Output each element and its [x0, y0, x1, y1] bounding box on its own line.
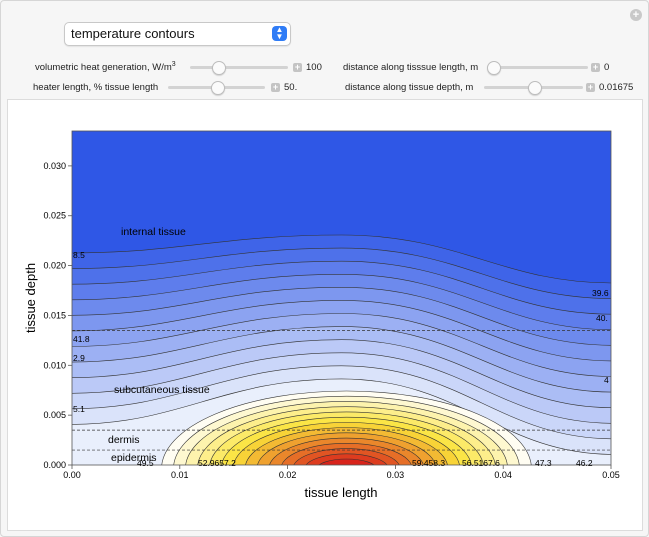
y-tick-label: 0.030 [43, 161, 66, 171]
contour-label: 8.5 [73, 250, 85, 260]
heat-generation-expand-button[interactable]: + [293, 62, 302, 72]
heater-length-expand-button[interactable]: + [271, 82, 280, 92]
dropdown-selected-label: temperature contours [71, 26, 195, 41]
heater-length-label: heater length, % tissue length [33, 82, 159, 93]
distance-depth-slider[interactable] [484, 81, 583, 95]
y-tick-label: 0.000 [43, 460, 66, 470]
x-tick-label: 0.02 [279, 470, 297, 480]
contour-label: 56.5167.6 [462, 458, 500, 468]
contour-label: 46.2 [576, 458, 593, 468]
contour-label: 40. [596, 313, 608, 323]
layer-label-internal: internal tissue [121, 226, 186, 238]
x-tick-label: 0.05 [602, 470, 620, 480]
contour-label: 52.9657.2 [198, 458, 236, 468]
distance-length-value: 0 [604, 62, 610, 73]
layer-label-epidermis: epidermis [111, 452, 157, 464]
x-tick-label: 0.00 [63, 470, 81, 480]
y-tick-label: 0.010 [43, 360, 66, 370]
contour-label: 49.5 [137, 458, 154, 468]
distance-depth-label: distance along tissue depth, m [345, 82, 474, 93]
heat-generation-slider-thumb[interactable] [212, 61, 226, 75]
heater-length-slider-thumb[interactable] [211, 81, 225, 95]
contour-dome [318, 458, 375, 465]
plot-type-dropdown[interactable]: temperature contours ▲ ▼ [64, 22, 291, 46]
x-tick-label: 0.03 [387, 470, 405, 480]
heat-generation-label: volumetric heat generation, W/m3 [35, 61, 176, 74]
distance-length-label: distance along tisssue length, m [343, 62, 479, 73]
heat-generation-slider[interactable] [190, 61, 288, 75]
contour-label: 2.9 [73, 353, 85, 363]
updown-chevron-icon: ▲ ▼ [272, 26, 287, 41]
y-tick-label: 0.005 [43, 410, 66, 420]
distance-length-slider[interactable] [487, 61, 588, 75]
axes: 0.00 0.01 0.02 0.03 0.04 0.05 0.000 0.005 0.010 0… [43, 161, 619, 480]
y-tick-label: 0.020 [43, 261, 66, 271]
x-axis-label: tissue length [305, 485, 378, 500]
contour-label: 4 [604, 375, 609, 385]
contour-label: 47.3 [535, 458, 552, 468]
heater-length-value: 50. [284, 82, 298, 93]
distance-length-expand-button[interactable]: + [591, 62, 600, 72]
heater-length-slider[interactable] [168, 81, 265, 95]
distance-length-slider-thumb[interactable] [487, 61, 501, 75]
expand-icon[interactable]: + [630, 9, 642, 21]
y-axis-label: tissue depth [23, 263, 38, 333]
layer-label-dermis: dermis [108, 434, 140, 446]
distance-depth-value: 0.01675 [599, 82, 634, 93]
contour-bands [72, 234, 611, 465]
y-tick-label: 0.025 [43, 211, 66, 221]
y-tick-label: 0.015 [43, 310, 66, 320]
x-tick-label: 0.04 [494, 470, 512, 480]
distance-depth-expand-button[interactable]: + [586, 82, 595, 92]
layer-label-subcutaneous: subcutaneous tissue [114, 384, 210, 396]
contour-label: 5.1 [73, 404, 85, 414]
contour-label: 39.6 [592, 288, 609, 298]
heat-generation-value: 100 [306, 62, 322, 73]
contour-dome [305, 453, 388, 465]
distance-depth-slider-thumb[interactable] [528, 81, 542, 95]
plot-frame [71, 130, 612, 466]
contour-label: 59.458.3 [412, 458, 445, 468]
contour-label: 41.8 [73, 334, 90, 344]
x-tick-label: 0.01 [171, 470, 189, 480]
